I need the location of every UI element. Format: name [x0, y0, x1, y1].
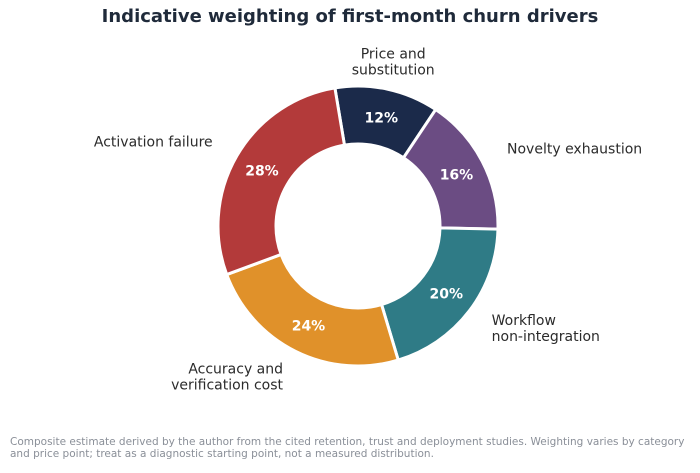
slice-percent-label: 12%: [365, 110, 399, 126]
slice-category-label: Novelty exhaustion: [507, 141, 642, 157]
donut-slice: [216, 86, 347, 277]
slice-category-label: Accuracy and verification cost: [171, 361, 283, 393]
chart-note: Composite estimate derived by the author…: [10, 436, 685, 460]
slice-percent-label: 20%: [430, 286, 464, 302]
slice-percent-label: 16%: [440, 168, 474, 184]
slice-category-label: Price and substitution: [352, 47, 435, 79]
slice-percent-label: 28%: [245, 163, 279, 179]
slice-category-label: Activation failure: [94, 135, 213, 151]
slice-category-label: Workflow non-integration: [492, 313, 600, 345]
chart-title: Indicative weighting of first-month chur…: [101, 6, 599, 27]
donut-chart: 12% Price and substitution 16% Novelty exhau…: [94, 47, 642, 394]
slice-percent-label: 24%: [292, 318, 326, 334]
donut-slice: [224, 252, 401, 368]
